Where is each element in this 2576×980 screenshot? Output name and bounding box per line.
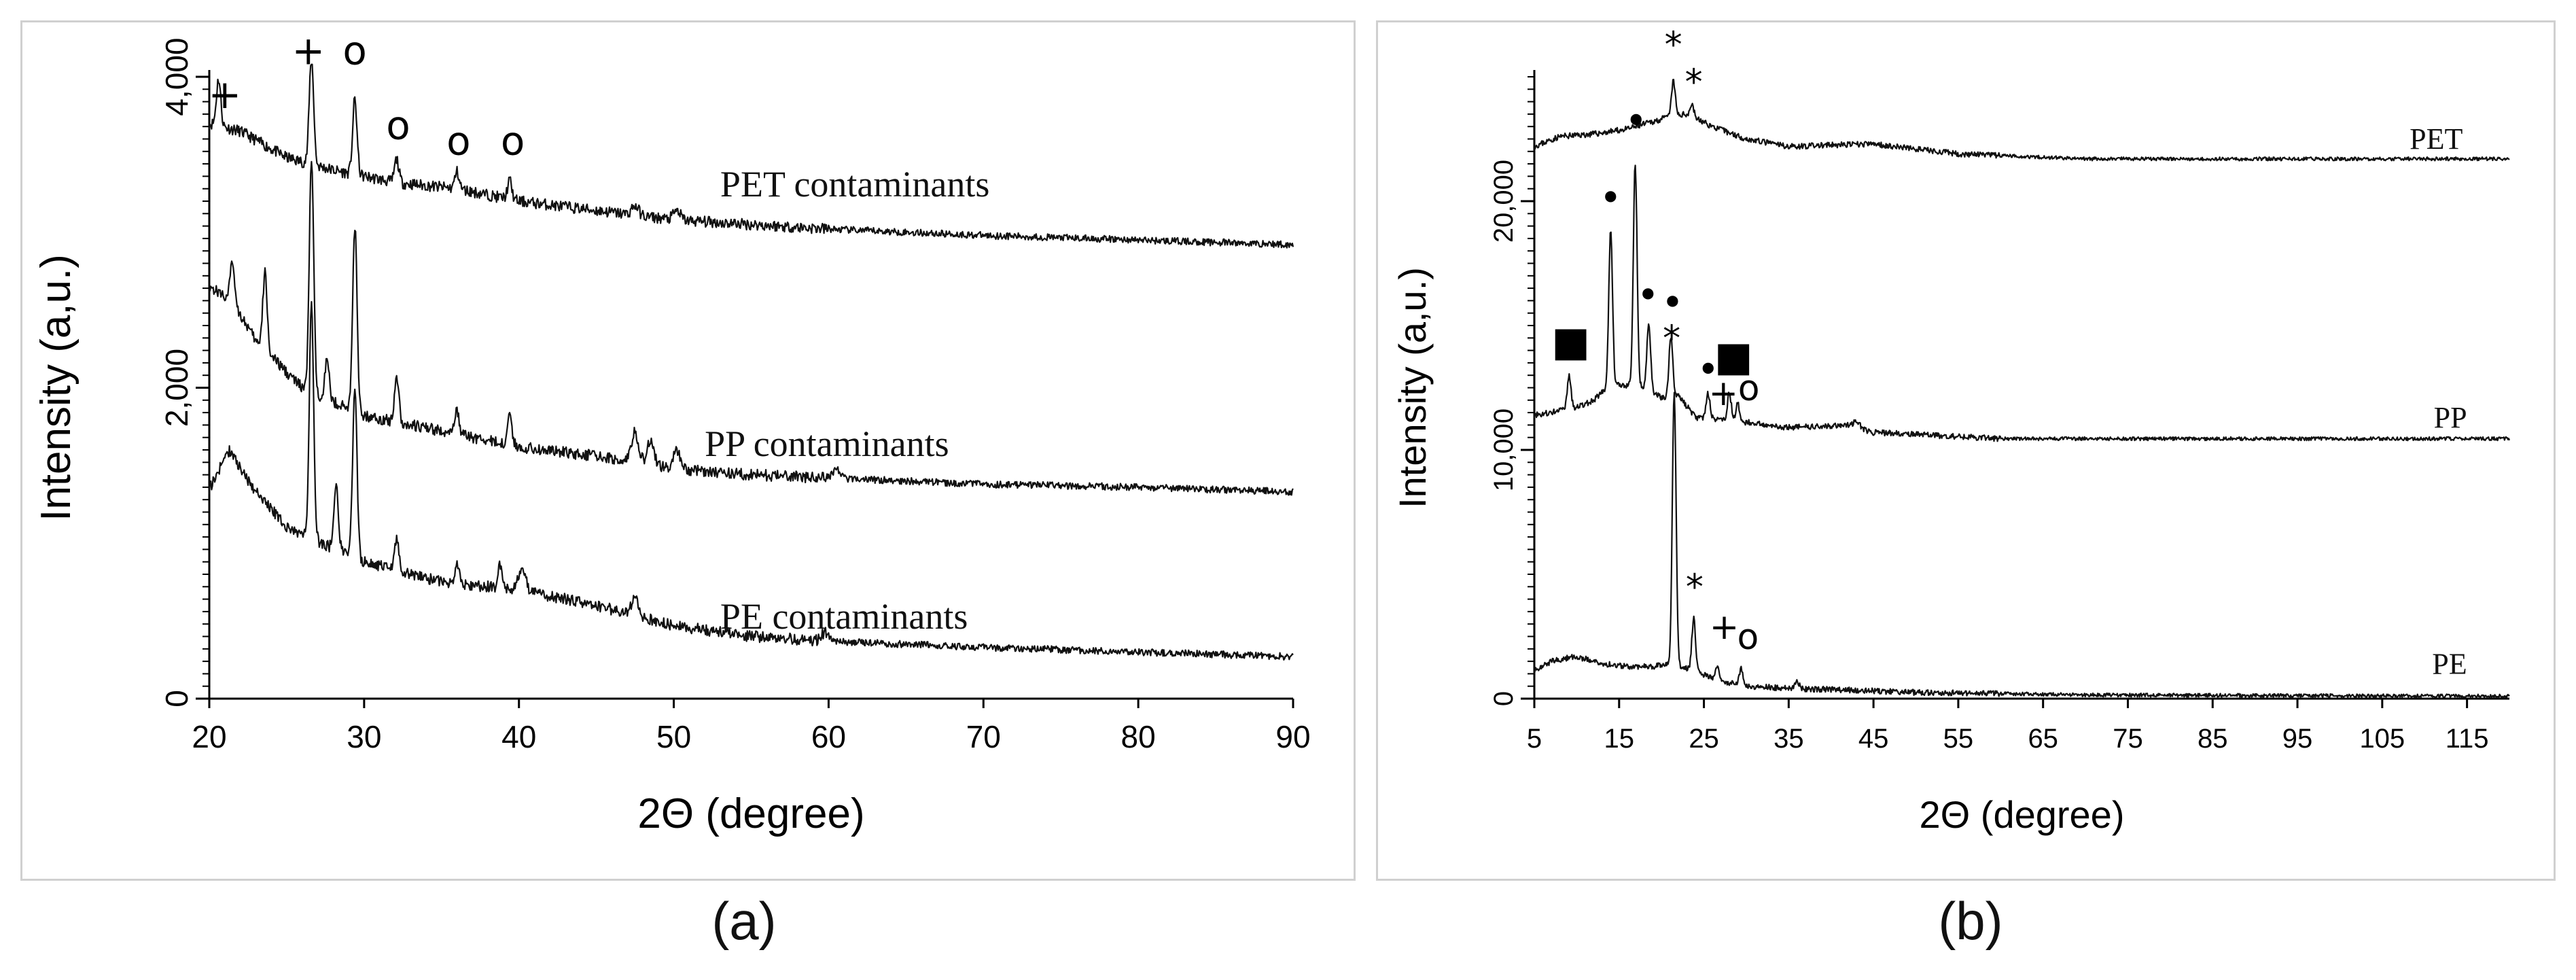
caption-b: (b) (1938, 891, 2003, 951)
x-tick-label: 20 (192, 719, 226, 754)
series-line-pp-contaminants (208, 160, 1294, 496)
peak-marker: o (386, 103, 410, 149)
peak-marker: * (1663, 319, 1680, 360)
chart-panel-a: 0 2,000 4,000 20 30 40 50 60 70 80 90 2Θ (degree) In… (20, 20, 1356, 881)
x-tick-label: 70 (966, 719, 1001, 754)
series-line-pe (1533, 391, 2510, 699)
x-tick-label: 5 (1527, 724, 1542, 754)
x-tick-label: 115 (2446, 724, 2489, 754)
peak-marker: o (501, 118, 525, 164)
x-tick-label: 80 (1121, 719, 1156, 754)
series-line-pp (1533, 164, 2511, 442)
y-tick-label: 0 (1489, 691, 1519, 706)
y-axis-title: Intensity (a,u.) (33, 254, 80, 521)
peak-marker: o (446, 118, 471, 164)
x-tick-label: 60 (811, 719, 846, 754)
y-tick-label: 20,000 (1489, 160, 1519, 243)
x-axis-title: 2Θ (degree) (637, 790, 864, 837)
peak-marker: • (1600, 177, 1622, 221)
y-tick-label: 2,000 (159, 349, 194, 427)
series-label-pet: PET (2410, 122, 2463, 156)
x-tick-label: 45 (1858, 724, 1889, 754)
x-tick-label: 95 (2282, 724, 2313, 754)
x-tick-label: 15 (1604, 724, 1635, 754)
x-tick-label: 105 (2359, 724, 2405, 754)
series-label-pe-contaminants: PE contaminants (720, 596, 968, 637)
peak-marker: + (1710, 607, 1740, 648)
x-tick-label: 40 (501, 719, 536, 754)
x-tick-label: 90 (1275, 719, 1310, 754)
x-tick-label: 55 (1943, 724, 1974, 754)
series-line-pe-contaminants (208, 300, 1294, 661)
series-line-pet (1534, 78, 2510, 162)
peak-marker: • (1697, 348, 1719, 392)
peak-marker: + (1708, 373, 1738, 414)
peak-marker: * (1665, 25, 1682, 66)
x-tick-label: 25 (1689, 724, 1719, 754)
x-tick-label: 75 (2113, 724, 2143, 754)
series-label-pp: PP (2434, 401, 2467, 434)
y-tick-label: 10,000 (1489, 408, 1519, 491)
xrd-chart-contaminants: 0 2,000 4,000 20 30 40 50 60 70 80 90 2Θ (degree) In… (33, 28, 1311, 837)
peak-marker: * (1685, 63, 1703, 103)
y-tick-label: 4,000 (159, 37, 194, 116)
peak-marker: ■ (1551, 318, 1590, 366)
peak-marker: o (1738, 368, 1760, 409)
peak-marker: • (1661, 281, 1684, 325)
series-label-pe: PE (2432, 647, 2467, 680)
peak-marker: + (208, 71, 241, 118)
chart-panel-b: 0 10,000 20,000 5 15 25 35 45 55 65 75 85 95 105 115 2Θ… (1376, 20, 2556, 881)
y-axis-title: Intensity (a,u.) (1391, 267, 1434, 508)
x-axis-title: 2Θ (degree) (1920, 793, 2125, 836)
xrd-chart-plastics: 0 10,000 20,000 5 15 25 35 45 55 65 75 85 95 105 115 2Θ… (1391, 25, 2511, 836)
x-tick-label: 35 (1774, 724, 1804, 754)
series-label-pp-contaminants: PP contaminants (705, 423, 949, 464)
peak-marker: • (1625, 99, 1647, 143)
x-tick-label: 50 (656, 719, 691, 754)
series-label-pet-contaminants: PET contaminants (720, 164, 989, 205)
peak-marker: + (292, 28, 325, 74)
series-line-pet-contaminants (208, 63, 1294, 249)
peak-marker: * (1686, 567, 1704, 608)
peak-marker: o (1737, 617, 1759, 658)
y-tick-label: 0 (159, 690, 194, 707)
x-tick-label: 30 (347, 719, 381, 754)
peak-marker: o (342, 28, 367, 74)
caption-a: (a) (711, 891, 777, 951)
x-tick-label: 85 (2198, 724, 2228, 754)
x-tick-label: 65 (2028, 724, 2058, 754)
peak-marker: ■ (1714, 333, 1753, 381)
peak-marker: • (1637, 273, 1659, 317)
